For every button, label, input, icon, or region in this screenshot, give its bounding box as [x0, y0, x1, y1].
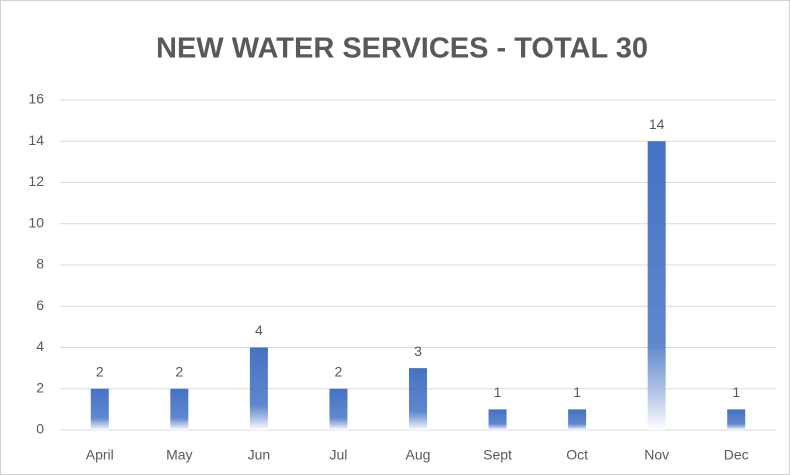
- chart-title: NEW WATER SERVICES - TOTAL 30: [156, 33, 648, 65]
- y-tick-label: 12: [28, 173, 44, 189]
- bar: [568, 409, 587, 430]
- data-label: 4: [255, 322, 263, 338]
- data-label: 2: [335, 363, 343, 379]
- data-label: 2: [96, 363, 104, 379]
- y-tick-label: 8: [36, 256, 44, 272]
- bar: [90, 388, 109, 430]
- data-label: 1: [494, 384, 502, 400]
- x-tick-label: May: [166, 447, 192, 463]
- y-tick-label: 0: [36, 421, 44, 437]
- y-tick-label: 2: [36, 379, 44, 395]
- y-tick-label: 14: [28, 132, 44, 148]
- x-tick-label: Jun: [248, 447, 271, 463]
- bar: [409, 368, 427, 430]
- x-tick-label: Dec: [724, 447, 749, 463]
- x-tick-label: April: [86, 447, 114, 463]
- data-label: 3: [414, 343, 422, 359]
- bar: [647, 141, 666, 430]
- y-tick-label: 16: [28, 91, 44, 107]
- y-tick-label: 10: [28, 214, 44, 230]
- data-label: 1: [732, 384, 740, 400]
- y-tick-label: 6: [36, 297, 44, 313]
- bar: [249, 347, 268, 430]
- x-tick-label: Jul: [329, 447, 347, 463]
- y-tick-label: 4: [36, 338, 44, 354]
- bar: [329, 388, 348, 430]
- bar: [727, 409, 746, 430]
- x-tick-label: Sept: [483, 447, 512, 463]
- x-tick-label: Aug: [406, 447, 431, 463]
- data-label: 2: [175, 363, 183, 379]
- data-label: 14: [649, 116, 665, 132]
- data-label: 1: [573, 384, 581, 400]
- bar: [170, 388, 189, 430]
- x-tick-label: Oct: [566, 447, 588, 463]
- x-tick-label: Nov: [644, 447, 669, 463]
- bar: [488, 409, 507, 430]
